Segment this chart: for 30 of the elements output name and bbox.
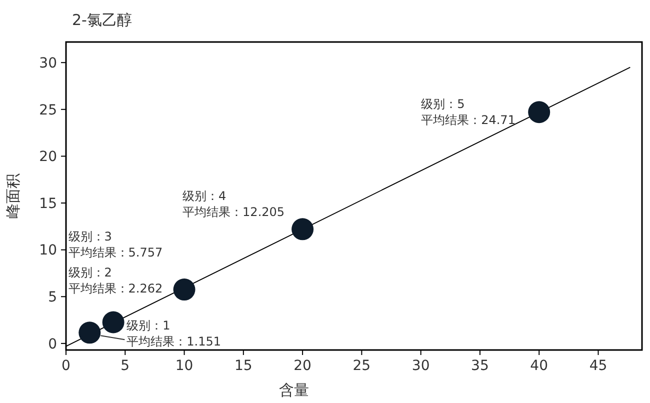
point [102, 311, 124, 334]
chart-title: 2-氯乙醇 [72, 11, 132, 29]
x-tick-label: 15 [234, 358, 252, 374]
y-tick-label: 0 [48, 336, 57, 352]
data-label: 级别：4 平均结果：12.205 [182, 189, 285, 220]
x-tick-label: 30 [412, 358, 430, 374]
data-label: 级别：1 平均结果：1.151 [126, 318, 222, 349]
x-tick-label: 40 [530, 358, 548, 374]
point [528, 101, 550, 124]
x-tick-label: 25 [352, 358, 371, 374]
x-axis-title: 含量 [279, 381, 309, 399]
y-tick-label: 20 [39, 149, 57, 166]
point [78, 322, 101, 344]
point [292, 218, 314, 240]
y-tick-label: 5 [48, 290, 57, 306]
x-tick-label: 45 [589, 358, 608, 374]
x-tick-label: 0 [62, 358, 70, 374]
data-label: 级别：3 平均结果：5.757 [68, 230, 163, 260]
x-tick-label: 5 [120, 358, 130, 374]
data-label: 级别：5 平均结果：24.71 [421, 97, 516, 128]
y-tick-label: 25 [39, 102, 57, 118]
x-tick-label: 35 [471, 358, 489, 374]
x-tick-label: 20 [294, 358, 312, 374]
y-axis-title: 峰面积 [4, 174, 22, 218]
y-tick-label: 15 [39, 196, 57, 212]
y-tick-label: 30 [39, 55, 57, 72]
point [173, 278, 196, 301]
data-label: 级别：2 平均结果：2.262 [68, 265, 163, 296]
x-tick-label: 10 [175, 358, 194, 374]
y-tick-label: 10 [39, 242, 57, 259]
